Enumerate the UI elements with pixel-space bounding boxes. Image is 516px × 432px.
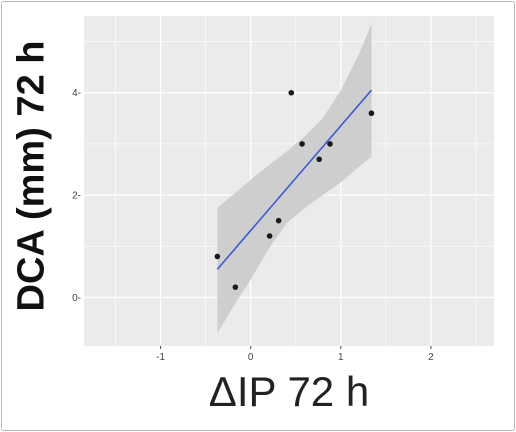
data-point <box>327 141 333 147</box>
x-axis-ticks: -1 0 1 2 <box>156 346 434 363</box>
y-axis-label: DCA (mm) 72 h <box>10 40 53 312</box>
y-tick-label: 2- <box>72 191 81 202</box>
data-point <box>275 217 282 224</box>
x-tick-label: 2 <box>428 352 434 363</box>
y-axis-label-container: DCA (mm) 72 h <box>8 26 56 326</box>
regression-line <box>216 89 373 270</box>
data-point <box>266 233 273 239</box>
data-point <box>368 110 375 117</box>
data-point <box>299 141 305 147</box>
x-axis-label: ΔIP 72 h <box>208 368 370 415</box>
x-tick-label: 1 <box>338 352 344 363</box>
y-tick-label: 4- <box>72 88 81 99</box>
data-point <box>316 156 322 163</box>
data-points <box>214 89 375 290</box>
x-tick-label: 0 <box>248 352 254 363</box>
data-point <box>232 284 239 290</box>
x-tick-label: -1 <box>156 352 165 363</box>
data-point <box>214 253 221 260</box>
y-axis-ticks: 0- 2- 4- <box>72 88 81 304</box>
y-tick-label: 0- <box>72 293 81 304</box>
data-point <box>288 89 295 96</box>
